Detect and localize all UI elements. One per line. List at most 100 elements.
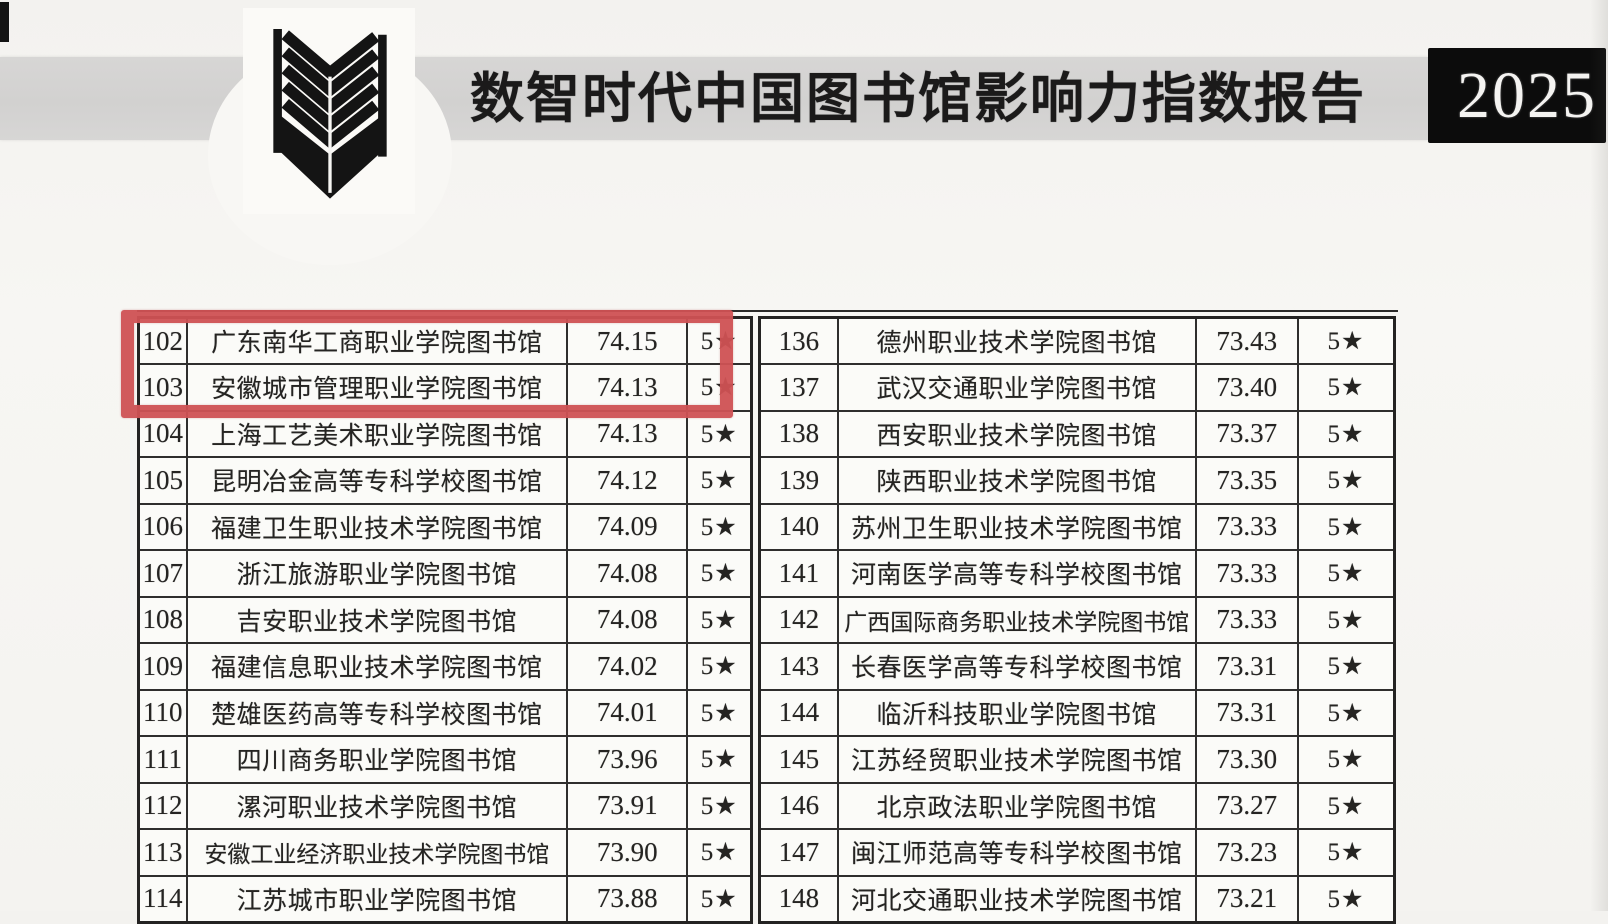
rank-cell: 146 (758, 781, 839, 830)
library-name-cell: 河南医学高等专科学校图书馆 (836, 549, 1197, 598)
score-cell: 73.31 (1194, 688, 1300, 737)
score-cell: 74.12 (566, 456, 689, 505)
rank-cell: 109 (137, 642, 188, 691)
score-cell: 73.40 (1194, 363, 1300, 412)
score-cell: 73.30 (1194, 735, 1300, 784)
table-row: 137 武汉交通职业学院图书馆 73.40 5★ (758, 363, 1396, 412)
library-name-cell: 北京政法职业学院图书馆 (836, 781, 1197, 830)
star-rating-cell: 5★ (686, 642, 753, 691)
report-year-badge: 2025 (1428, 48, 1606, 143)
library-name-cell: 苏州卫生职业技术学院图书馆 (836, 502, 1197, 551)
rank-cell: 145 (758, 735, 839, 784)
rank-cell: 136 (758, 316, 839, 365)
star-rating-cell: 5★ (686, 874, 753, 923)
library-name-cell: 闽江师范高等专科学校图书馆 (836, 828, 1197, 877)
library-name-cell: 昆明冶金高等专科学校图书馆 (185, 456, 569, 505)
star-rating-cell: 5★ (1297, 781, 1396, 830)
score-cell: 73.21 (1194, 874, 1300, 923)
score-cell: 74.13 (566, 363, 689, 412)
star-rating-cell: 5★ (1297, 316, 1396, 365)
library-name-cell: 安徽城市管理职业学院图书馆 (185, 363, 569, 412)
score-cell: 73.33 (1194, 549, 1300, 598)
star-rating-cell: 5★ (686, 828, 753, 877)
library-name-cell: 浙江旅游职业学院图书馆 (185, 549, 569, 598)
star-rating-cell: 5★ (1297, 735, 1396, 784)
score-cell: 74.08 (566, 549, 689, 598)
table-row: 106 福建卫生职业技术学院图书馆 74.09 5★ (137, 502, 753, 551)
star-rating-cell: 5★ (686, 502, 753, 551)
table-row: 142 广西国际商务职业技术学院图书馆 73.33 5★ (758, 595, 1396, 644)
score-cell: 73.37 (1194, 409, 1300, 458)
library-name-cell: 福建信息职业技术学院图书馆 (185, 642, 569, 691)
library-name-cell: 广东南华工商职业学院图书馆 (185, 316, 569, 365)
star-rating-cell: 5★ (1297, 409, 1396, 458)
library-name-cell: 武汉交通职业学院图书馆 (836, 363, 1197, 412)
table-row: 109 福建信息职业技术学院图书馆 74.02 5★ (137, 642, 753, 691)
table-row: 145 江苏经贸职业技术学院图书馆 73.30 5★ (758, 735, 1396, 784)
score-cell: 73.31 (1194, 642, 1300, 691)
open-book-chevron-emblem-icon (273, 29, 387, 199)
table-row: 140 苏州卫生职业技术学院图书馆 73.33 5★ (758, 502, 1396, 551)
score-cell: 74.13 (566, 409, 689, 458)
star-rating-cell: 5★ (686, 549, 753, 598)
table-row: 146 北京政法职业学院图书馆 73.27 5★ (758, 781, 1396, 830)
library-name-cell: 江苏城市职业学院图书馆 (185, 874, 569, 923)
rank-cell: 107 (137, 549, 188, 598)
table-row: 111 四川商务职业学院图书馆 73.96 5★ (137, 735, 753, 784)
table-row: 102 广东南华工商职业学院图书馆 74.15 5★ (137, 316, 753, 365)
library-name-cell: 福建卫生职业技术学院图书馆 (185, 502, 569, 551)
score-cell: 74.02 (566, 642, 689, 691)
table-row: 144 临沂科技职业学院图书馆 73.31 5★ (758, 688, 1396, 737)
table-row: 148 河北交通职业技术学院图书馆 73.21 5★ (758, 874, 1396, 923)
star-rating-cell: 5★ (686, 363, 753, 412)
star-rating-cell: 5★ (1297, 874, 1396, 923)
ranking-table-right: 136 德州职业技术学院图书馆 73.43 5★ 137 武汉交通职业学院图书馆… (758, 316, 1396, 924)
library-name-cell: 吉安职业技术学院图书馆 (185, 595, 569, 644)
star-rating-cell: 5★ (1297, 642, 1396, 691)
star-rating-cell: 5★ (686, 781, 753, 830)
rank-cell: 144 (758, 688, 839, 737)
page-title: 数智时代中国图书馆影响力指数报告 (470, 69, 1366, 129)
table-row: 114 江苏城市职业学院图书馆 73.88 5★ (137, 874, 753, 923)
table-row: 138 西安职业技术学院图书馆 73.37 5★ (758, 409, 1396, 458)
rank-cell: 148 (758, 874, 839, 923)
library-name-cell: 楚雄医药高等专科学校图书馆 (185, 688, 569, 737)
score-cell: 73.35 (1194, 456, 1300, 505)
rank-cell: 104 (137, 409, 188, 458)
rank-cell: 137 (758, 363, 839, 412)
rank-cell: 140 (758, 502, 839, 551)
star-rating-cell: 5★ (686, 595, 753, 644)
rank-cell: 138 (758, 409, 839, 458)
score-cell: 73.90 (566, 828, 689, 877)
table-row: 112 漯河职业技术学院图书馆 73.91 5★ (137, 781, 753, 830)
score-cell: 73.33 (1194, 502, 1300, 551)
star-rating-cell: 5★ (686, 316, 753, 365)
table-row: 113 安徽工业经济职业技术学院图书馆 73.90 5★ (137, 828, 753, 877)
library-name-cell: 上海工艺美术职业学院图书馆 (185, 409, 569, 458)
rank-cell: 141 (758, 549, 839, 598)
star-rating-cell: 5★ (1297, 595, 1396, 644)
star-rating-cell: 5★ (686, 688, 753, 737)
score-cell: 73.23 (1194, 828, 1300, 877)
ranking-table-left: 102 广东南华工商职业学院图书馆 74.15 5★ 103 安徽城市管理职业学… (137, 316, 753, 924)
table-row: 110 楚雄医药高等专科学校图书馆 74.01 5★ (137, 688, 753, 737)
score-cell: 73.33 (1194, 595, 1300, 644)
star-rating-cell: 5★ (1297, 502, 1396, 551)
rank-cell: 105 (137, 456, 188, 505)
library-name-cell: 四川商务职业学院图书馆 (185, 735, 569, 784)
rank-cell: 113 (137, 828, 188, 877)
table-row: 108 吉安职业技术学院图书馆 74.08 5★ (137, 595, 753, 644)
rank-cell: 106 (137, 502, 188, 551)
rank-cell: 111 (137, 735, 188, 784)
table-row: 139 陕西职业技术学院图书馆 73.35 5★ (758, 456, 1396, 505)
star-rating-cell: 5★ (686, 735, 753, 784)
table-row: 104 上海工艺美术职业学院图书馆 74.13 5★ (137, 409, 753, 458)
rank-cell: 112 (137, 781, 188, 830)
score-cell: 73.96 (566, 735, 689, 784)
score-cell: 73.43 (1194, 316, 1300, 365)
star-rating-cell: 5★ (1297, 828, 1396, 877)
score-cell: 74.09 (566, 502, 689, 551)
score-cell: 73.91 (566, 781, 689, 830)
star-rating-cell: 5★ (1297, 456, 1396, 505)
